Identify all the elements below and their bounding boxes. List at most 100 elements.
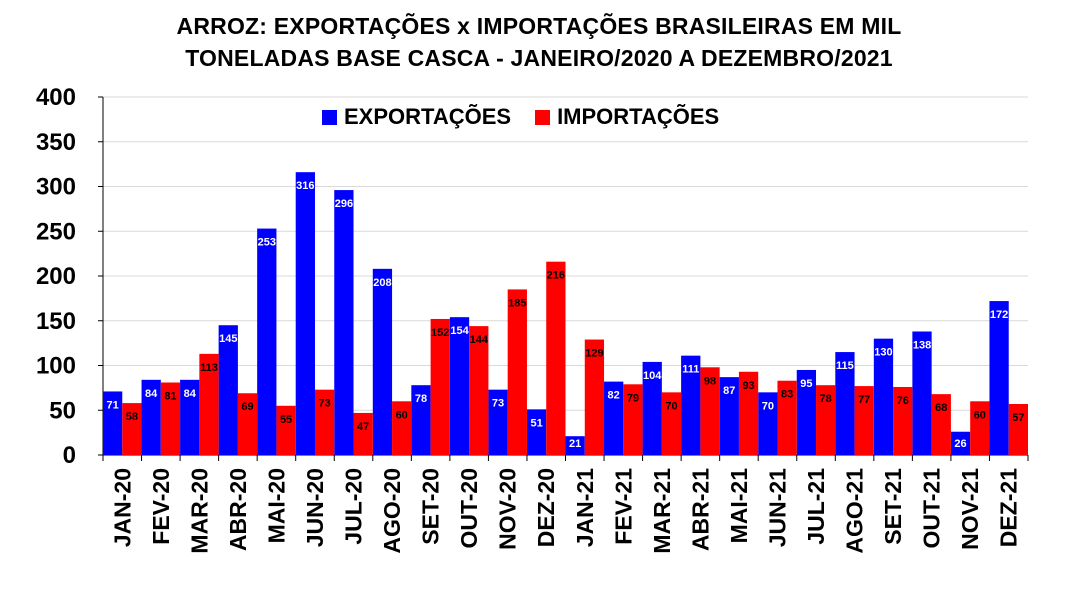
data-label-importacoes: 129: [585, 348, 603, 360]
bar-importacoes: [199, 353, 219, 455]
data-label-importacoes: 73: [318, 398, 330, 410]
bar-importacoes: [1008, 403, 1028, 455]
x-tick-label: NOV-21: [957, 468, 983, 550]
data-label-importacoes: 98: [704, 375, 716, 387]
data-label-importacoes: 70: [665, 400, 677, 412]
y-tick-label: 150: [36, 308, 76, 335]
x-tick-label: JUN-21: [764, 468, 790, 547]
legend-label-exportacoes: EXPORTAÇÕES: [344, 104, 512, 129]
data-label-importacoes: 152: [431, 327, 449, 339]
x-tick-label: DEZ-21: [996, 468, 1022, 547]
bar-importacoes: [430, 318, 450, 455]
bar-exportacoes: [103, 391, 123, 455]
data-label-importacoes: 60: [974, 409, 986, 421]
bar-exportacoes: [604, 381, 624, 455]
bar-importacoes: [237, 393, 258, 455]
chart-title-line-1: ARROZ: EXPORTAÇÕES x IMPORTAÇÕES BRASILE…: [176, 13, 902, 39]
data-label-importacoes: 79: [627, 392, 639, 404]
data-label-exportacoes: 73: [492, 398, 504, 410]
bar-importacoes: [122, 403, 142, 455]
bar-exportacoes: [719, 377, 739, 455]
legend-swatch-exportacoes: [322, 109, 337, 125]
data-label-importacoes: 185: [508, 297, 526, 309]
x-tick-label: AGO-21: [842, 468, 868, 554]
bar-importacoes: [584, 339, 605, 455]
bar-importacoes: [700, 367, 720, 455]
data-label-importacoes: 144: [470, 334, 489, 346]
x-tick-label: NOV-20: [495, 468, 521, 550]
data-label-exportacoes: 172: [990, 309, 1008, 321]
bar-exportacoes: [989, 301, 1009, 455]
bar-exportacoes: [758, 392, 778, 455]
bar-importacoes: [160, 382, 181, 455]
data-label-importacoes: 81: [164, 391, 176, 403]
y-tick-label: 400: [36, 84, 76, 111]
chart-title: ARROZ: EXPORTAÇÕES x IMPORTAÇÕES BRASILE…: [0, 10, 1078, 74]
data-label-importacoes: 69: [241, 401, 253, 413]
bar-exportacoes: [488, 389, 508, 455]
data-label-exportacoes: 115: [836, 360, 854, 372]
bar-exportacoes: [295, 172, 315, 455]
x-tick-label: OUT-21: [919, 468, 945, 549]
x-tick-label: FEV-20: [148, 468, 174, 545]
data-label-exportacoes: 208: [373, 277, 391, 289]
x-tick-label: JUL-20: [341, 468, 367, 545]
data-label-exportacoes: 138: [913, 339, 931, 351]
data-label-exportacoes: 316: [296, 180, 314, 192]
y-tick-label: 50: [49, 397, 76, 424]
data-label-importacoes: 77: [858, 394, 870, 406]
x-tick-label: OUT-20: [456, 468, 482, 549]
bar-exportacoes: [526, 409, 547, 455]
bar-importacoes: [353, 412, 373, 455]
x-tick-label: FEV-21: [610, 468, 636, 545]
bar-exportacoes: [565, 436, 585, 455]
bar-exportacoes: [950, 431, 971, 455]
y-tick-label: 250: [36, 218, 76, 245]
bar-exportacoes: [835, 352, 855, 455]
bar-importacoes: [623, 384, 643, 455]
bar-importacoes: [392, 401, 412, 455]
bar-exportacoes: [411, 385, 431, 455]
bar-exportacoes: [334, 190, 354, 455]
data-label-exportacoes: 130: [874, 347, 892, 359]
bar-importacoes: [931, 394, 951, 455]
data-label-exportacoes: 253: [258, 237, 276, 249]
bar-importacoes: [661, 392, 682, 455]
legend-label-importacoes: IMPORTAÇÕES: [557, 104, 720, 129]
bar-exportacoes: [873, 338, 894, 455]
bar-exportacoes: [218, 325, 238, 455]
chart-legend: EXPORTAÇÕES IMPORTAÇÕES: [322, 104, 743, 130]
x-tick-label: JUL-21: [803, 468, 829, 545]
data-label-exportacoes: 296: [335, 198, 353, 210]
y-tick-label: 300: [36, 174, 76, 201]
data-label-importacoes: 113: [200, 362, 218, 374]
x-tick-label: MAI-21: [726, 468, 752, 544]
x-tick-label: DEZ-20: [533, 468, 559, 547]
bar-importacoes: [854, 386, 874, 455]
bar-importacoes: [469, 326, 489, 455]
x-tick-label: JUN-20: [302, 468, 328, 547]
data-label-exportacoes: 82: [608, 390, 620, 402]
x-tick-label: AGO-20: [379, 468, 405, 554]
x-tick-label: MAI-20: [263, 468, 289, 543]
bar-importacoes: [777, 380, 797, 455]
data-label-importacoes: 58: [126, 411, 138, 423]
data-label-exportacoes: 21: [569, 438, 581, 450]
data-label-importacoes: 57: [1012, 412, 1024, 424]
data-label-exportacoes: 51: [530, 417, 542, 429]
x-tick-label: MAR-20: [186, 468, 212, 554]
data-label-importacoes: 78: [820, 393, 832, 405]
data-label-importacoes: 47: [357, 421, 369, 433]
data-label-importacoes: 216: [547, 270, 565, 282]
bar-exportacoes: [912, 331, 932, 455]
bar-importacoes: [314, 389, 335, 455]
y-tick-label: 200: [36, 263, 76, 290]
data-label-exportacoes: 111: [682, 364, 699, 376]
data-label-exportacoes: 84: [184, 388, 197, 400]
x-tick-label: SET-21: [880, 468, 906, 545]
data-label-exportacoes: 71: [107, 399, 119, 411]
bar-exportacoes: [180, 379, 200, 455]
data-label-exportacoes: 154: [450, 325, 469, 337]
x-tick-label: ABR-21: [687, 468, 713, 551]
